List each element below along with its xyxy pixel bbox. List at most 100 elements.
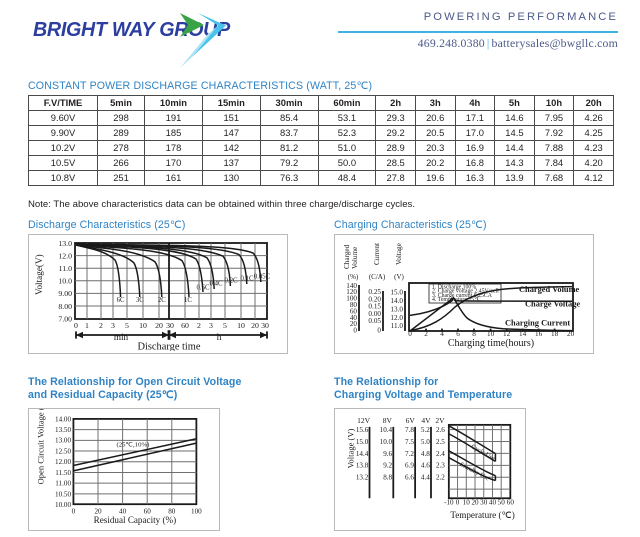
svg-text:18: 18 xyxy=(551,330,559,338)
svg-text:7.5: 7.5 xyxy=(405,438,414,446)
logo-wordmark: BRIGHT WAY GROUP xyxy=(33,18,230,41)
svg-text:10.0: 10.0 xyxy=(380,438,393,446)
svg-text:13.0: 13.0 xyxy=(58,239,72,248)
svg-text:0: 0 xyxy=(74,321,78,330)
svg-text:14.00: 14.00 xyxy=(55,415,71,423)
svg-text:14.4: 14.4 xyxy=(356,450,369,458)
svg-text:20: 20 xyxy=(251,321,259,330)
cell: 29.2 xyxy=(375,125,416,141)
svg-text:30: 30 xyxy=(166,321,174,330)
svg-text:Voltage: Voltage xyxy=(395,243,403,265)
cell: 17.1 xyxy=(454,110,496,126)
svg-text:2V: 2V xyxy=(435,416,445,425)
col-5min: 5min xyxy=(96,95,146,111)
svg-text:50: 50 xyxy=(498,499,506,507)
col-fv-time: F.V/TIME xyxy=(28,95,98,111)
svg-text:6.6: 6.6 xyxy=(405,474,414,482)
phone-number[interactable]: 469.248.0380 xyxy=(417,36,485,50)
svg-text:2. Charge voltage 2.45V/cell: 2. Charge voltage 2.45V/cell xyxy=(432,289,499,295)
svg-text:16: 16 xyxy=(535,330,543,338)
svg-text:0.4C: 0.4C xyxy=(209,281,222,288)
svg-text:1: 1 xyxy=(85,321,89,330)
svg-text:60: 60 xyxy=(144,507,152,515)
svg-text:0.2C: 0.2C xyxy=(224,277,237,284)
svg-text:0.15: 0.15 xyxy=(368,303,381,311)
svg-text:4V: 4V xyxy=(421,416,431,425)
cvtemp-chart-svg: 12V 8V 6V 4V 2V 15.6 15.0 14.4 13.8 13.2 10.4 1… xyxy=(346,416,515,520)
svg-text:14: 14 xyxy=(519,330,527,338)
svg-text:(V): (V) xyxy=(394,273,404,281)
svg-text:Charge Voltage: Charge Voltage xyxy=(525,300,580,309)
svg-text:60: 60 xyxy=(507,499,515,507)
svg-text:1. Discharge 100%: 1. Discharge 100% xyxy=(432,284,476,290)
cell: 14.4 xyxy=(494,140,535,156)
svg-text:100: 100 xyxy=(346,295,357,303)
svg-text:0: 0 xyxy=(456,499,460,507)
svg-text:0.05C: 0.05C xyxy=(254,274,271,281)
cvtemp-chart-title-line1: The Relationship for xyxy=(334,376,439,388)
svg-text:13.00: 13.00 xyxy=(55,437,71,445)
svg-text:4.4: 4.4 xyxy=(421,474,430,482)
cell: 185 xyxy=(144,125,203,141)
ocv-x-label: Residual Capacity (%) xyxy=(94,515,176,525)
svg-text:10.0: 10.0 xyxy=(58,277,72,286)
cell: 4.23 xyxy=(573,140,614,156)
svg-text:2.5: 2.5 xyxy=(436,438,445,446)
svg-text:2: 2 xyxy=(424,330,428,338)
svg-text:6.9: 6.9 xyxy=(405,462,414,470)
svg-text:7.00: 7.00 xyxy=(58,314,72,323)
cell: 19.6 xyxy=(414,170,456,186)
cell: 20.5 xyxy=(414,125,456,141)
cell: 53.1 xyxy=(317,110,377,126)
ocv-chart-box: 14.00 13.50 13.00 12.50 12.00 11.50 11.00 10.… xyxy=(28,408,220,531)
tagline: POWERING PERFORMANCE xyxy=(423,11,618,23)
cell: 4.25 xyxy=(573,125,614,141)
page-header: BRIGHT WAY GROUP POWERING PERFORMANCE 46… xyxy=(0,0,640,72)
col-30min: 30min xyxy=(259,95,319,111)
cell: 7.84 xyxy=(533,155,575,171)
svg-text:10: 10 xyxy=(139,321,147,330)
svg-text:(%): (%) xyxy=(348,273,359,281)
svg-text:3: 3 xyxy=(111,321,115,330)
ocv-annotation: (25℃,10%) xyxy=(117,442,150,449)
cell: 14.6 xyxy=(494,110,535,126)
cell: 7.95 xyxy=(533,110,575,126)
discharge-x-label: Discharge time xyxy=(138,342,201,351)
table-row: 10.2V 278 178 142 81.2 51.0 28.9 20.3 16… xyxy=(28,140,614,156)
email-address[interactable]: batterysales@bwgllc.com xyxy=(491,36,618,50)
svg-text:0: 0 xyxy=(353,327,357,335)
svg-text:0.00: 0.00 xyxy=(368,310,381,318)
svg-text:10.50: 10.50 xyxy=(55,490,71,498)
cell: 142 xyxy=(201,140,261,156)
cell: 251 xyxy=(96,170,146,186)
cell-fv: 10.5V xyxy=(28,155,98,171)
svg-text:0.1C: 0.1C xyxy=(240,276,253,283)
cell: 81.2 xyxy=(259,140,319,156)
svg-text:5.2: 5.2 xyxy=(421,426,430,434)
svg-text:10: 10 xyxy=(487,330,495,338)
col-20h: 20h xyxy=(573,95,614,111)
cell: 50.0 xyxy=(317,155,377,171)
svg-text:20: 20 xyxy=(350,320,358,328)
svg-text:0.25: 0.25 xyxy=(368,288,381,296)
cell: 28.9 xyxy=(375,140,416,156)
svg-text:10.4: 10.4 xyxy=(380,426,393,434)
cell: 51.0 xyxy=(317,140,377,156)
svg-text:0.6C: 0.6C xyxy=(196,284,209,291)
svg-text:13.0: 13.0 xyxy=(390,305,403,313)
svg-text:8: 8 xyxy=(472,330,476,338)
discharge-unit-h: h xyxy=(217,332,222,342)
svg-text:13.50: 13.50 xyxy=(55,426,71,434)
col-15min: 15min xyxy=(201,95,261,111)
svg-text:8V: 8V xyxy=(383,416,393,425)
ocv-y-label: Open Circuit Voltage (V) xyxy=(36,409,46,484)
cell-fv: 9.90V xyxy=(28,125,98,141)
spec-table-title: CONSTANT POWER DISCHARGE CHARACTERISTICS… xyxy=(28,80,373,92)
logo-chevron-icon xyxy=(180,13,226,68)
svg-text:8.00: 8.00 xyxy=(58,302,72,311)
svg-text:6: 6 xyxy=(456,330,460,338)
contact-info: 469.248.0380 | batterysales@bwgllc.com xyxy=(418,36,618,51)
svg-text:9.00: 9.00 xyxy=(58,289,72,298)
